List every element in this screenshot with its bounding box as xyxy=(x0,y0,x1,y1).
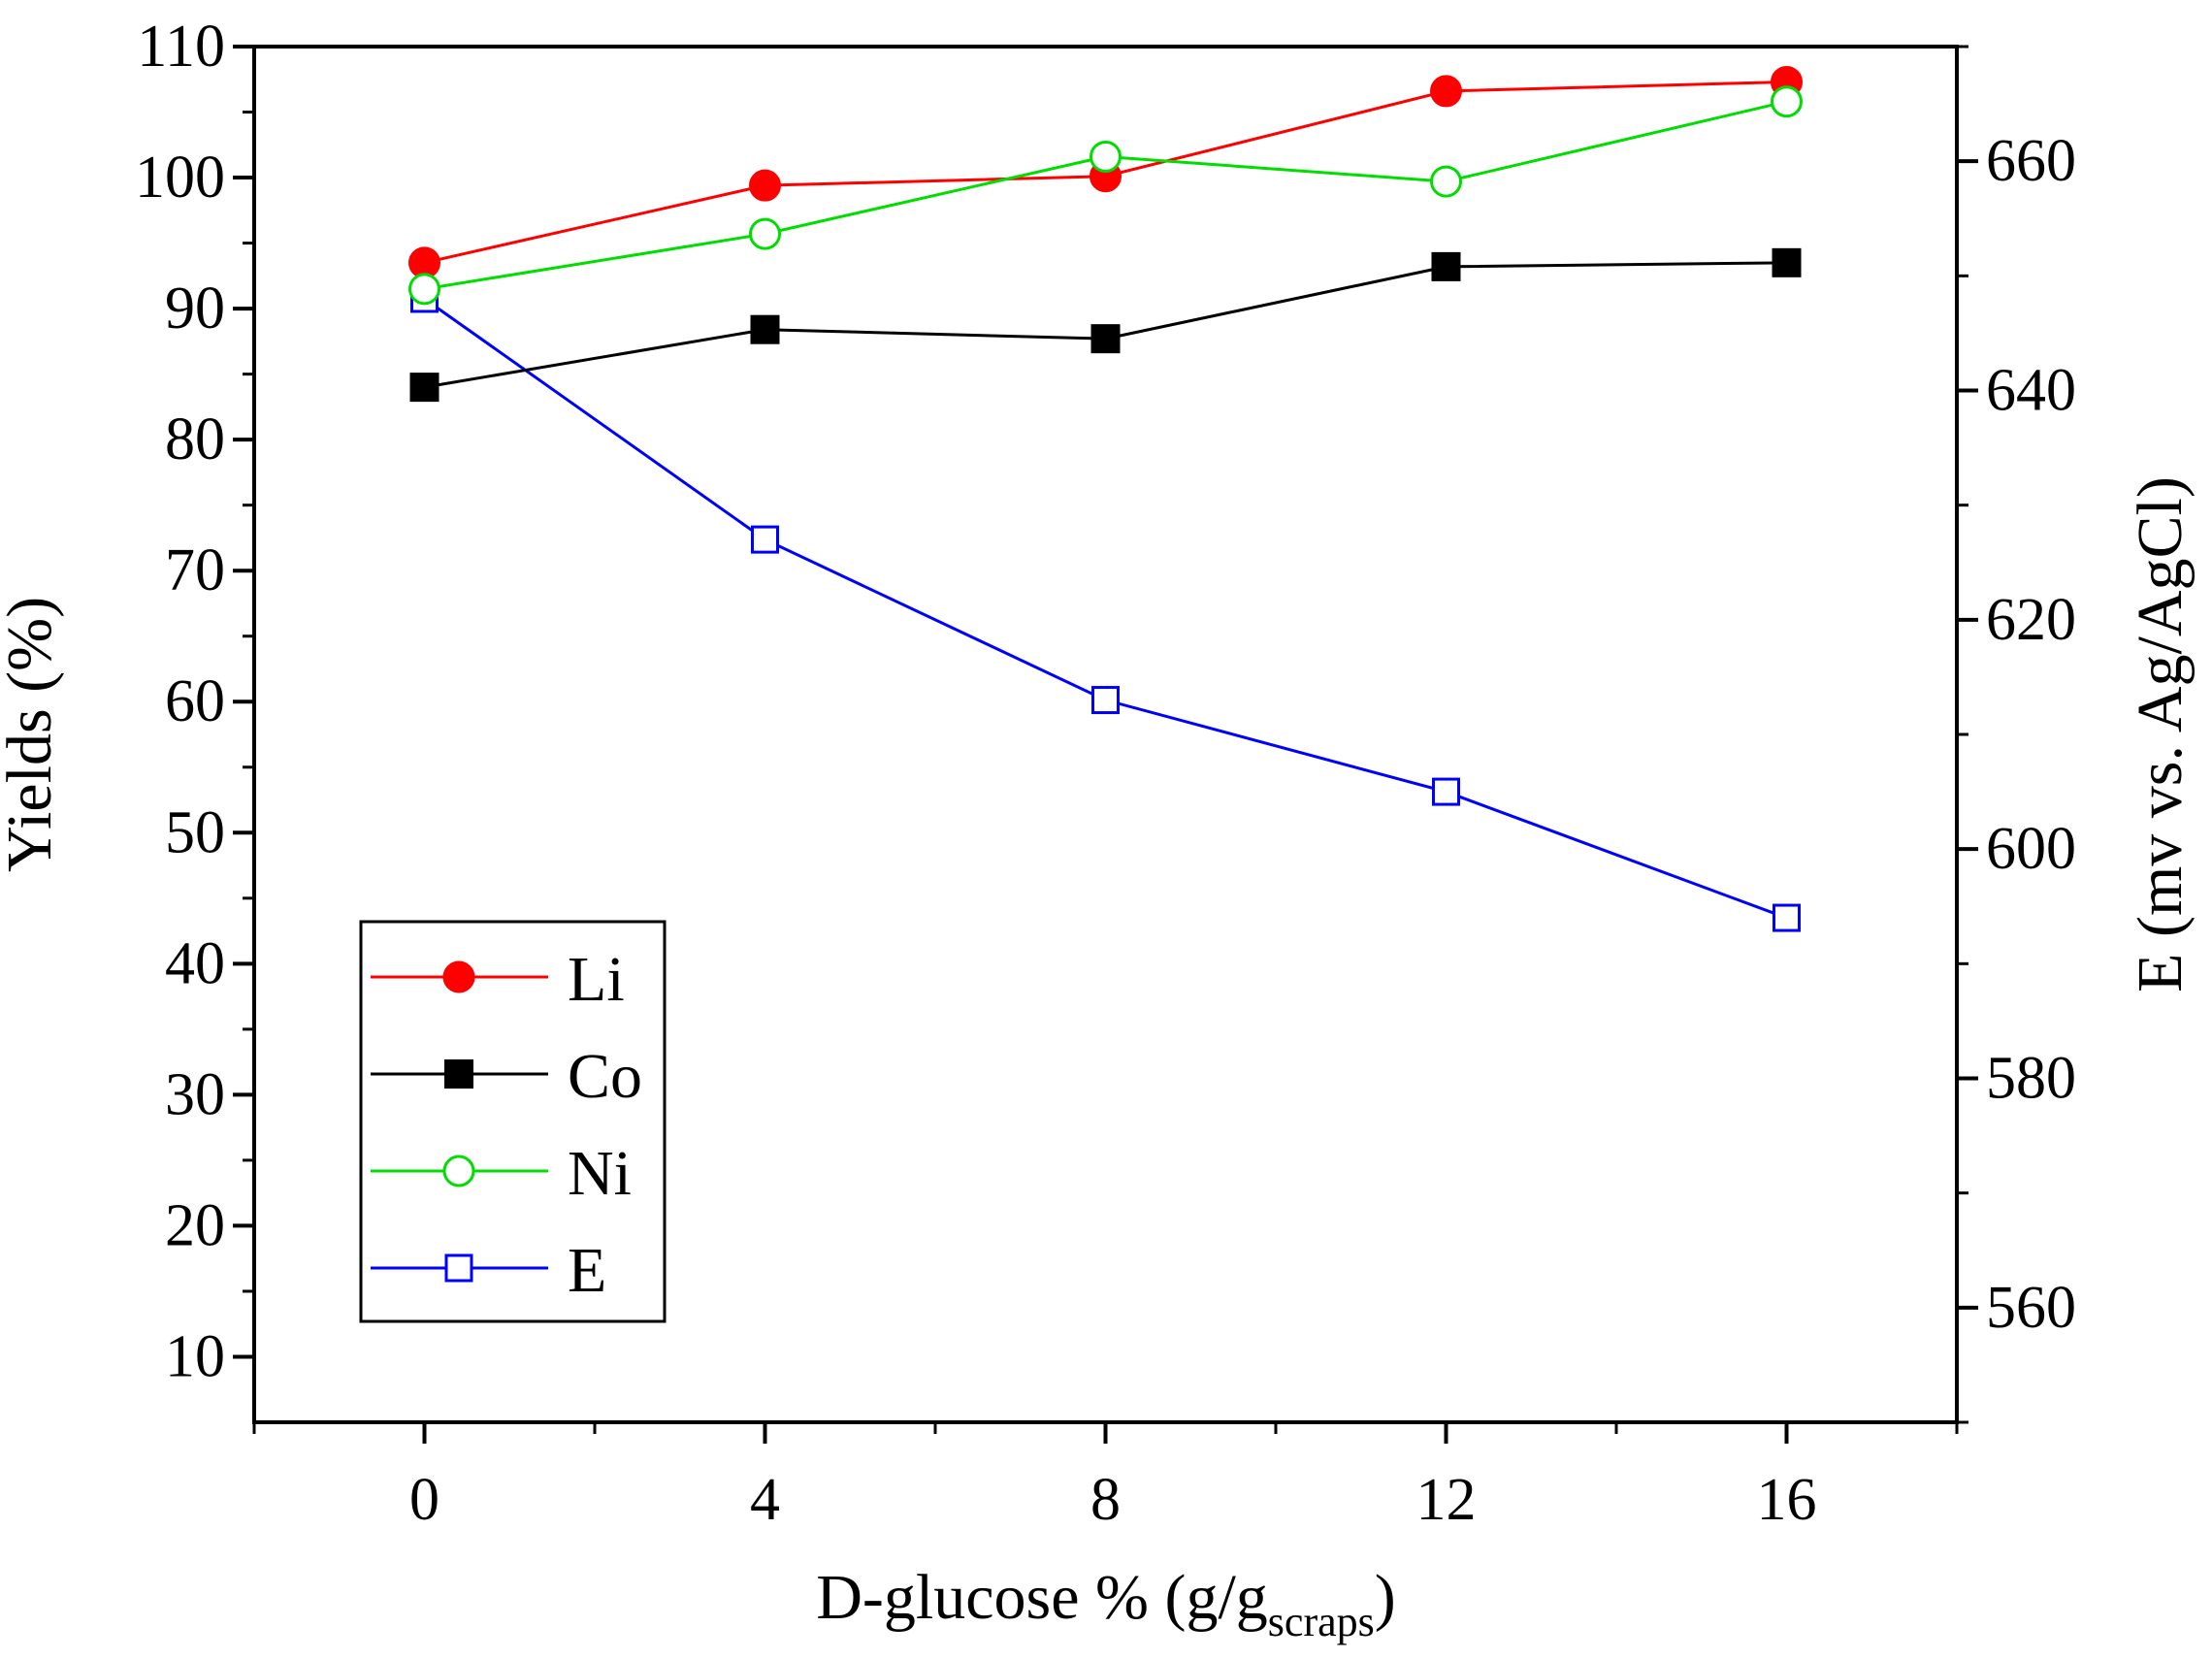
data-point-co xyxy=(1772,247,1802,277)
y-tick-label: 50 xyxy=(165,799,225,865)
y2-tick-label: 600 xyxy=(1986,816,2076,882)
data-point-co xyxy=(1431,251,1461,281)
y-tick-label: 70 xyxy=(165,537,225,603)
legend-box xyxy=(359,920,667,1323)
legend-label: Co xyxy=(568,1041,642,1112)
data-point-ni xyxy=(1430,165,1462,198)
legend-label: E xyxy=(568,1235,606,1306)
data-point-li xyxy=(1430,75,1462,108)
data-point-co xyxy=(1090,324,1121,354)
data-point-li xyxy=(749,169,781,202)
y2-tick-label: 560 xyxy=(1986,1275,2076,1341)
legend-label: Li xyxy=(568,944,625,1015)
legend-label: Ni xyxy=(568,1138,632,1209)
x-axis-label-close: ) xyxy=(1375,1562,1396,1633)
legend-marker xyxy=(444,1059,473,1089)
x-tick-label: 16 xyxy=(1757,1467,1817,1533)
y-tick-label: 40 xyxy=(165,930,225,996)
data-point-e xyxy=(1432,777,1460,806)
data-point-ni xyxy=(1090,140,1122,173)
y-tick-label: 90 xyxy=(165,276,225,342)
data-point-e xyxy=(751,525,779,554)
y-tick-label: 60 xyxy=(165,668,225,734)
legend-entry-e: E xyxy=(371,1235,606,1306)
y-tick-label: 110 xyxy=(137,14,225,80)
x-axis-label-subscript: scraps xyxy=(1268,1598,1375,1645)
data-point-co xyxy=(409,373,439,403)
x-tick-label: 12 xyxy=(1416,1467,1477,1533)
legend-entry-ni: Ni xyxy=(371,1138,632,1209)
y2-axis-label: E (mv vs. Ag/AgCl) xyxy=(2125,476,2196,992)
x-tick-label: 8 xyxy=(1090,1467,1121,1533)
series-ni xyxy=(408,85,1803,306)
y-axis-label: Yields (%) xyxy=(0,597,65,872)
x-axis-label: D-glucose % (g/gscraps) xyxy=(816,1562,1396,1645)
y-tick-label: 10 xyxy=(165,1323,225,1389)
y-tick-label: 80 xyxy=(165,407,225,472)
series-line-ni xyxy=(424,100,1787,291)
series-co xyxy=(409,247,1802,403)
x-axis-ticks: 0 4 8 12 16 xyxy=(252,1422,1959,1533)
y2-tick-label: 620 xyxy=(1986,587,2076,653)
data-point-ni xyxy=(408,273,440,306)
y-tick-label: 20 xyxy=(165,1192,225,1258)
legend-marker xyxy=(444,1253,473,1283)
y2-axis-ticks: 560 580 600 620 640 660 xyxy=(1957,45,2076,1424)
data-point-ni xyxy=(1771,85,1803,118)
legend-entry-co: Co xyxy=(371,1041,642,1112)
series-e xyxy=(410,284,1801,932)
data-point-ni xyxy=(749,217,781,250)
y2-tick-label: 660 xyxy=(1986,128,2076,194)
legend-marker xyxy=(442,960,475,993)
x-tick-label: 0 xyxy=(409,1467,439,1533)
y2-tick-label: 640 xyxy=(1986,358,2076,424)
series-layer xyxy=(408,65,1803,932)
data-point-e xyxy=(1091,686,1120,715)
y-axis-ticks: 10 20 30 40 50 60 70 80 90 100 110 xyxy=(135,14,254,1389)
legend-marker xyxy=(442,1155,475,1187)
y-tick-label: 30 xyxy=(165,1061,225,1127)
legend-entry-li: Li xyxy=(371,944,625,1015)
y2-tick-label: 580 xyxy=(1986,1046,2076,1112)
data-point-co xyxy=(750,314,780,344)
data-point-e xyxy=(1773,903,1801,932)
data-point-li xyxy=(408,246,440,279)
x-tick-label: 4 xyxy=(750,1467,780,1533)
y-tick-label: 100 xyxy=(135,145,225,211)
legend: Li Co Ni E xyxy=(359,920,667,1323)
series-line-e xyxy=(423,297,1788,920)
